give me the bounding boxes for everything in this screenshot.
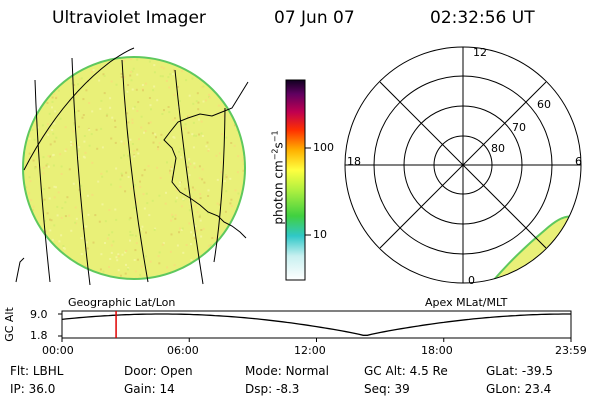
colorbar-unit-label: photon cm−2s−1 bbox=[270, 130, 286, 225]
info-glat: GLat: -39.5 bbox=[486, 364, 553, 378]
mlt-label-12: 12 bbox=[473, 46, 487, 59]
mlt-label-18: 18 bbox=[347, 155, 361, 168]
xtick-0600: 06:00 bbox=[167, 344, 199, 357]
info-filter: Flt: LBHL bbox=[10, 364, 64, 378]
app-title: Ultraviolet Imager bbox=[52, 8, 206, 28]
colorbar bbox=[285, 79, 311, 281]
polar-plot bbox=[344, 46, 582, 284]
altitude-ylabel: GC Alt bbox=[2, 307, 16, 342]
mlt-label-6: 6 bbox=[575, 155, 582, 168]
earth-disk bbox=[22, 56, 246, 280]
xtick-2359: 23:59 bbox=[555, 344, 587, 357]
info-seq: Seq: 39 bbox=[364, 382, 410, 396]
altitude-plot bbox=[58, 310, 572, 342]
altitude-ymin: 1.8 bbox=[30, 329, 48, 342]
info-ip: IP: 36.0 bbox=[10, 382, 56, 396]
xtick-0000: 00:00 bbox=[42, 344, 74, 357]
xtick-1200: 12:00 bbox=[294, 344, 326, 357]
altitude-ymax: 9.0 bbox=[30, 308, 48, 321]
left-panel-caption: Geographic Lat/Lon bbox=[68, 296, 176, 309]
coastline bbox=[163, 81, 249, 239]
time-label: 02:32:56 UT bbox=[430, 8, 535, 28]
colorbar-tick-100: 100 bbox=[313, 141, 334, 154]
info-glon: GLon: 23.4 bbox=[486, 382, 552, 396]
info-mode: Mode: Normal bbox=[245, 364, 329, 378]
info-gc-alt: GC Alt: 4.5 Re bbox=[364, 364, 448, 378]
mlat-label-70: 70 bbox=[512, 121, 526, 134]
longitude-lines bbox=[23, 47, 226, 286]
right-panel-caption: Apex MLat/MLT bbox=[425, 296, 508, 309]
coastline-fragment bbox=[15, 257, 25, 283]
xtick-1800: 18:00 bbox=[421, 344, 453, 357]
info-gain: Gain: 14 bbox=[124, 382, 175, 396]
colorbar-tick-10: 10 bbox=[313, 228, 327, 241]
mlt-label-0: 0 bbox=[468, 274, 475, 287]
mlat-label-60: 60 bbox=[537, 98, 551, 111]
info-door: Door: Open bbox=[124, 364, 193, 378]
info-dsp: Dsp: -8.3 bbox=[245, 382, 300, 396]
date-label: 07 Jun 07 bbox=[274, 8, 355, 28]
mlat-label-80: 80 bbox=[491, 142, 505, 155]
